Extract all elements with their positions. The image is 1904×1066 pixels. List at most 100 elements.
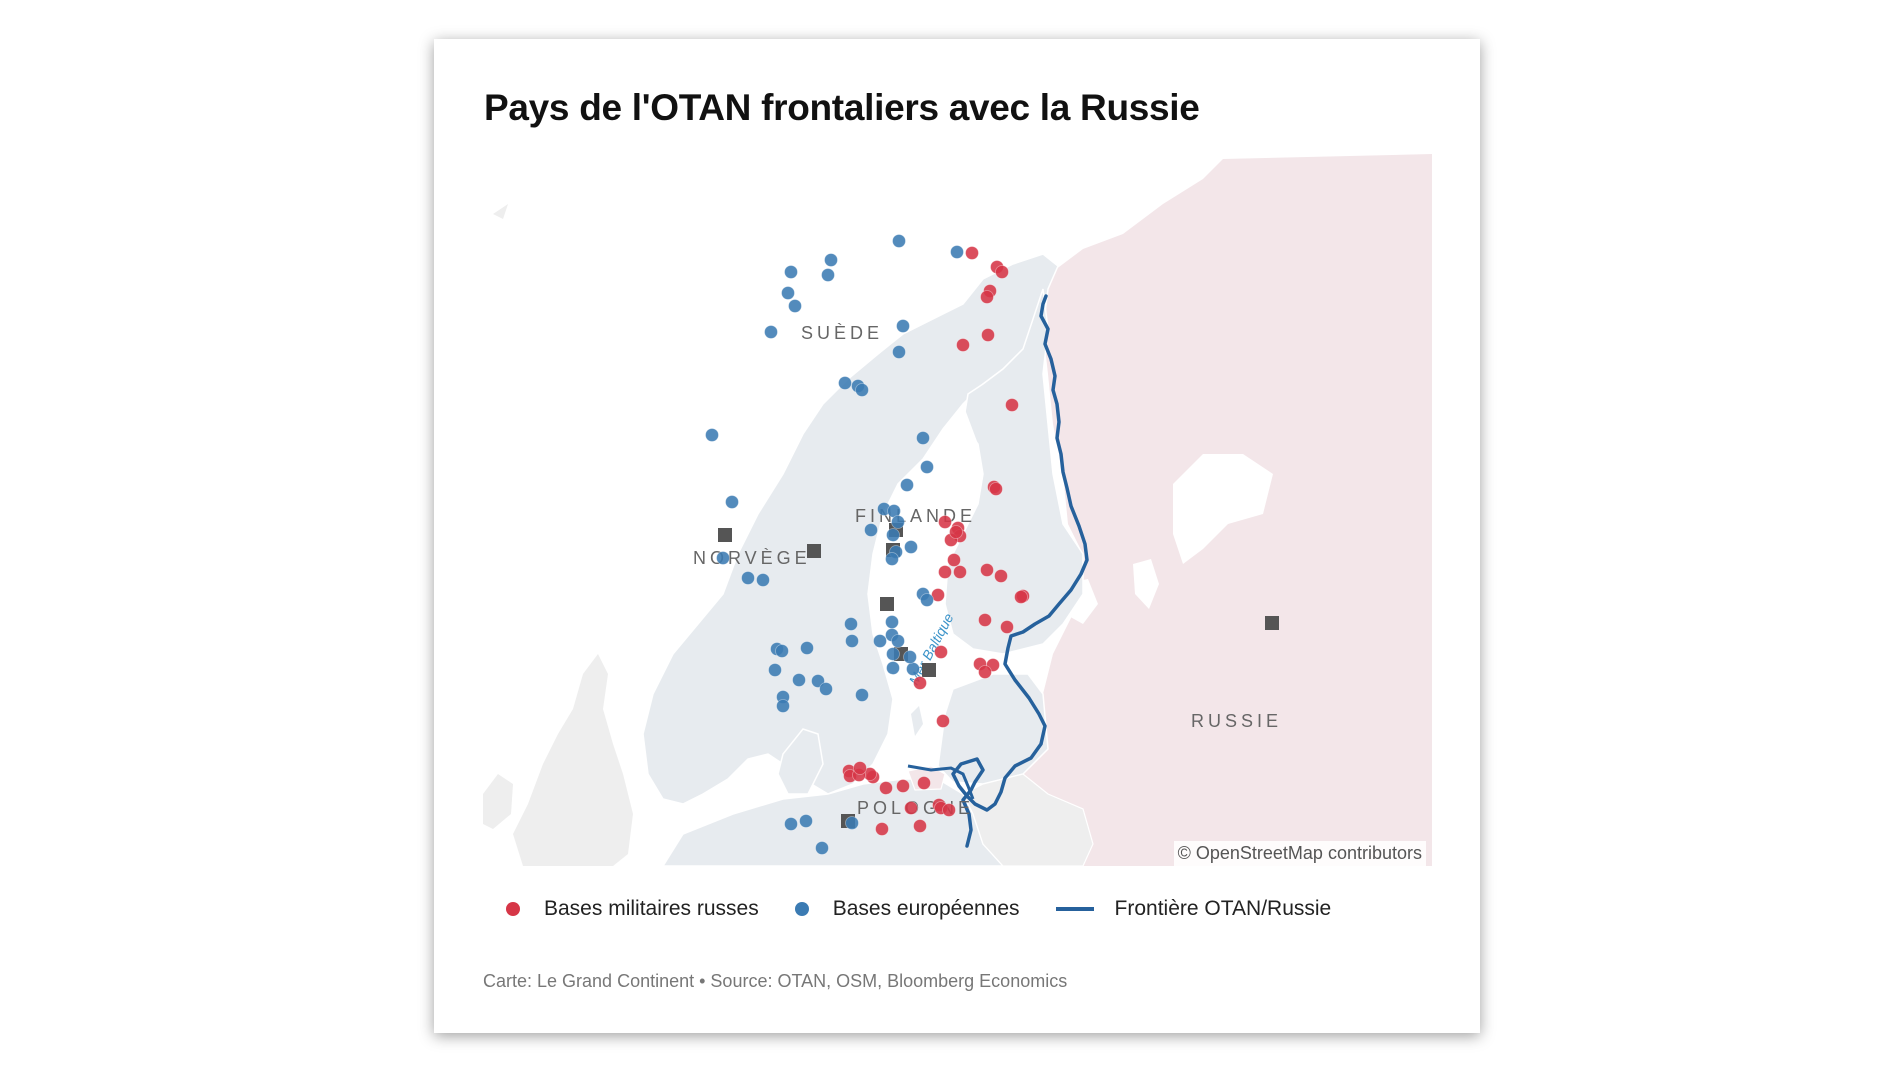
russian-base-marker[interactable] — [978, 665, 992, 679]
european-base-marker[interactable] — [906, 662, 920, 676]
russian-base-marker[interactable] — [949, 525, 963, 539]
european-base-marker[interactable] — [824, 253, 838, 267]
russian-base-marker[interactable] — [938, 565, 952, 579]
european-base-marker[interactable] — [892, 345, 906, 359]
denmark-landmass — [777, 728, 824, 795]
european-base-marker[interactable] — [873, 634, 887, 648]
european-base-marker[interactable] — [900, 478, 914, 492]
european-base-marker[interactable] — [885, 615, 899, 629]
european-base-marker[interactable] — [784, 817, 798, 831]
russian-base-marker[interactable] — [942, 803, 956, 817]
european-base-marker[interactable] — [768, 663, 782, 677]
russian-base-marker[interactable] — [904, 801, 918, 815]
european-base-marker[interactable] — [819, 682, 833, 696]
russian-base-marker[interactable] — [875, 822, 889, 836]
european-base-marker[interactable] — [781, 286, 795, 300]
european-base-marker[interactable] — [815, 841, 829, 855]
european-base-marker[interactable] — [725, 495, 739, 509]
hq-marker[interactable] — [1265, 616, 1279, 630]
european-base-marker[interactable] — [891, 634, 905, 648]
legend-dot-european-icon — [794, 902, 809, 916]
russian-base-marker[interactable] — [1014, 590, 1028, 604]
russian-base-marker[interactable] — [936, 714, 950, 728]
russian-base-marker[interactable] — [934, 645, 948, 659]
european-base-marker[interactable] — [950, 245, 964, 259]
russian-base-marker[interactable] — [994, 569, 1008, 583]
legend-item-border: Frontière OTAN/Russie — [1055, 897, 1332, 921]
arctic-island — [1333, 159, 1373, 189]
european-base-marker[interactable] — [784, 265, 798, 279]
russian-base-marker[interactable] — [965, 246, 979, 260]
legend: Bases militaires russes Bases européenne… — [506, 894, 1367, 924]
european-base-marker[interactable] — [788, 299, 802, 313]
legend-label-russian-bases: Bases militaires russes — [544, 897, 759, 920]
country-label-norway: NORVÈGE — [693, 548, 811, 568]
russian-base-marker[interactable] — [879, 781, 893, 795]
central-europe — [662, 778, 1005, 866]
european-base-marker[interactable] — [916, 431, 930, 445]
hq-marker[interactable] — [922, 663, 936, 677]
european-base-marker[interactable] — [891, 515, 905, 529]
map-card: Pays de l'OTAN frontaliers avec la Russi… — [434, 39, 1480, 1033]
european-base-marker[interactable] — [756, 573, 770, 587]
russian-base-marker[interactable] — [853, 761, 867, 775]
european-base-marker[interactable] — [920, 593, 934, 607]
european-base-marker[interactable] — [864, 523, 878, 537]
european-base-marker[interactable] — [811, 674, 825, 688]
hq-marker[interactable] — [718, 528, 732, 542]
russian-base-marker[interactable] — [953, 565, 967, 579]
finland-landmass — [944, 288, 1084, 655]
european-base-marker[interactable] — [892, 234, 906, 248]
european-base-marker[interactable] — [845, 816, 859, 830]
european-base-marker[interactable] — [903, 650, 917, 664]
european-base-marker[interactable] — [855, 383, 869, 397]
russian-base-marker[interactable] — [989, 482, 1003, 496]
european-base-marker[interactable] — [885, 552, 899, 566]
european-base-marker[interactable] — [886, 647, 900, 661]
european-base-marker[interactable] — [775, 644, 789, 658]
map-attribution[interactable]: © OpenStreetMap contributors — [1173, 841, 1426, 866]
russian-base-marker[interactable] — [896, 779, 910, 793]
map-canvas[interactable]: SUÈDE FINLANDE NORVÈGE RUSSIE POLOGNE Me… — [483, 154, 1432, 866]
european-base-marker[interactable] — [886, 661, 900, 675]
faroe-island — [493, 204, 508, 219]
european-base-marker[interactable] — [776, 699, 790, 713]
uk-landmass — [513, 654, 633, 866]
russian-base-marker[interactable] — [938, 515, 952, 529]
european-base-marker[interactable] — [741, 571, 755, 585]
russian-base-marker[interactable] — [931, 588, 945, 602]
european-base-marker[interactable] — [792, 673, 806, 687]
russian-base-marker[interactable] — [1005, 398, 1019, 412]
hq-marker[interactable] — [807, 544, 821, 558]
russian-base-marker[interactable] — [947, 553, 961, 567]
russian-base-marker[interactable] — [995, 265, 1009, 279]
map-area[interactable]: SUÈDE FINLANDE NORVÈGE RUSSIE POLOGNE Me… — [483, 154, 1432, 866]
european-base-marker[interactable] — [705, 428, 719, 442]
legend-item-russian-bases: Bases militaires russes — [506, 897, 759, 921]
russian-base-marker[interactable] — [956, 338, 970, 352]
russian-base-marker[interactable] — [980, 290, 994, 304]
russian-base-marker[interactable] — [978, 613, 992, 627]
european-base-marker[interactable] — [799, 814, 813, 828]
european-base-marker[interactable] — [845, 634, 859, 648]
russian-base-marker[interactable] — [917, 776, 931, 790]
european-base-marker[interactable] — [716, 551, 730, 565]
russian-base-marker[interactable] — [981, 328, 995, 342]
european-base-marker[interactable] — [920, 460, 934, 474]
european-base-marker[interactable] — [838, 376, 852, 390]
european-base-marker[interactable] — [764, 325, 778, 339]
european-base-marker[interactable] — [855, 688, 869, 702]
russian-base-marker[interactable] — [980, 563, 994, 577]
hq-marker[interactable] — [880, 597, 894, 611]
legend-label-border: Frontière OTAN/Russie — [1114, 897, 1332, 920]
european-base-marker[interactable] — [821, 268, 835, 282]
european-base-marker[interactable] — [896, 319, 910, 333]
russian-bases-group — [842, 246, 1030, 836]
european-base-marker[interactable] — [904, 540, 918, 554]
russian-base-marker[interactable] — [1000, 620, 1014, 634]
russian-base-marker[interactable] — [913, 676, 927, 690]
russian-base-marker[interactable] — [913, 819, 927, 833]
european-base-marker[interactable] — [886, 528, 900, 542]
european-base-marker[interactable] — [844, 617, 858, 631]
european-base-marker[interactable] — [800, 641, 814, 655]
